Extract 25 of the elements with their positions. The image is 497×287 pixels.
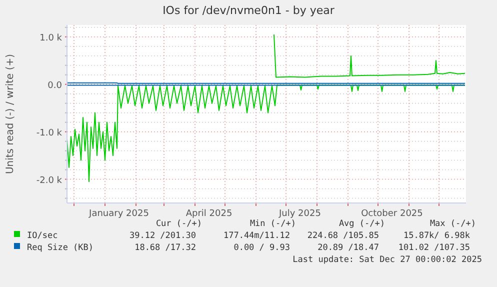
text: Last update: Sat Dec 27 00:00:02 2025 — [292, 255, 482, 265]
x-tick-label: April 2025 — [186, 209, 232, 219]
text: Cur (-/+) — [156, 219, 202, 229]
x-tick-label: January 2025 — [88, 209, 149, 219]
text: Min (-/+) — [250, 219, 296, 229]
text: 0.00 / 9.93 — [234, 243, 290, 253]
text: 15.87k/ 6.98k — [403, 231, 470, 241]
x-tick-label: October 2025 — [361, 209, 423, 219]
y-axis-title: Units read (-) / write (+) — [5, 54, 16, 174]
y-tick-label: 0.0 — [48, 80, 62, 91]
text: Max (-/+) — [430, 219, 476, 229]
y-tick-label: -1.0 k — [36, 128, 63, 138]
text: 39.12 /201.30 — [129, 231, 196, 241]
text: 20.89 /18.47 — [318, 243, 379, 253]
y-tick-label: -2.0 k — [36, 176, 63, 186]
text: 101.02 /107.35 — [398, 243, 470, 253]
chart-title: IOs for /dev/nvme0n1 - by year — [162, 4, 335, 17]
y-tick-label: 1.0 k — [40, 33, 63, 44]
text: Avg (-/+) — [338, 219, 385, 229]
text: 177.44m/11.12 — [223, 231, 290, 241]
legend-label: Req Size (KB) — [27, 243, 94, 253]
legend-label: IO/sec — [27, 231, 58, 241]
text: 18.68 /17.32 — [134, 243, 196, 253]
x-tick-label: July 2025 — [278, 209, 321, 219]
text: 224.68 /105.85 — [307, 231, 379, 241]
